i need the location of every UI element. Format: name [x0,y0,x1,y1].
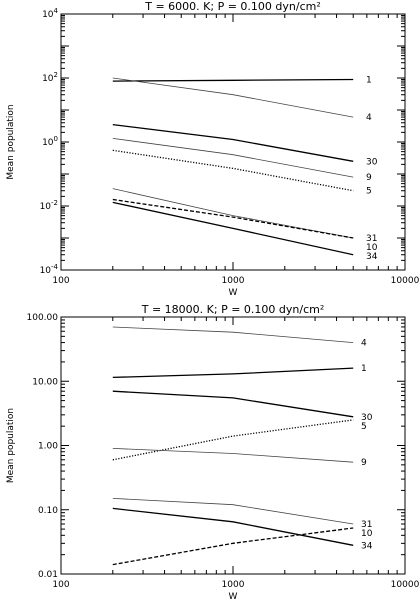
plot1-series-31-line [112,188,354,239]
plot2-y-tick-label: 0.10 [38,506,58,516]
plot2-x-axis-label: W [229,592,238,602]
plot1-y-tick-label: 100 [42,135,58,148]
plot2-series-34-line [112,507,354,546]
plot1-x-tick-label: 10000 [391,276,419,286]
plot2-x-tick-label: 100 [52,580,69,590]
plot2-series-1-label: 1 [361,364,367,374]
plot1-series-4-label: 4 [366,113,372,123]
plot1-x-tick-label: 1000 [222,276,245,286]
plot1-series-34-label: 34 [366,252,378,262]
plot2-x-tick-label: 10000 [391,580,419,590]
plot1-series-9-label: 9 [366,173,372,183]
plot1-series-10-label: 10 [366,243,378,253]
plot1-series-9-line [112,138,354,178]
plot1-frame [60,13,406,271]
plot1-series-30-label: 30 [366,157,378,167]
plot2-series-31-label: 31 [361,520,372,530]
plot2-y-axis-label: Mean population [6,408,16,483]
plot1-y-tick-label: 104 [42,7,58,20]
plot1-y-tick-label: 102 [42,71,58,84]
plot1-x-tick-label: 100 [52,276,69,286]
plot2-series-30-line [112,390,354,418]
plot2-series-1-line [112,367,354,379]
plot2-frame [60,316,406,575]
plot1-y-axis-label: Mean population [6,104,16,179]
plot2-series-4-label: 4 [361,339,367,349]
plot1-title: T = 6000. K; P = 0.100 dyn/cm² [144,0,321,13]
plot2-series-4-line [112,326,354,343]
plot2-series-10-label: 10 [361,529,373,539]
plot1-series-10-line [112,198,354,239]
plot2-series-5-label: 5 [361,422,367,432]
plot2-y-tick-label: 10.00 [32,377,58,387]
plot1-series-5-line [112,149,354,192]
plot1-series-34-line [112,201,354,256]
plot1-x-axis-label: W [229,288,238,298]
plot1-y-tick-label: 10-2 [40,199,58,212]
plot1-y-tick-label: 10-4 [40,263,59,276]
plot2-y-tick-label: 0.01 [38,570,58,580]
plot2-series-9-line [112,448,354,463]
plot1-series-1-label: 1 [366,75,372,85]
plot1-series-1-line [112,78,354,82]
plot2-title: T = 18000. K; P = 0.100 dyn/cm² [141,303,325,316]
plot2-series-10-line [112,527,354,566]
plot1-series-5-label: 5 [366,187,372,197]
plot2-x-tick-label: 1000 [222,580,245,590]
plot2-y-tick-label: 1.00 [38,442,58,452]
plot2-series-9-label: 9 [361,458,367,468]
plot1-series-30-line [112,123,354,162]
plot2-series-34-label: 34 [361,541,373,551]
plot1-series-4-line [112,77,354,118]
plot1-series-31-label: 31 [366,234,377,244]
plot2-series-30-label: 30 [361,413,373,423]
plot2-series-31-line [112,498,354,525]
plot2-y-tick-label: 100.00 [27,313,59,323]
